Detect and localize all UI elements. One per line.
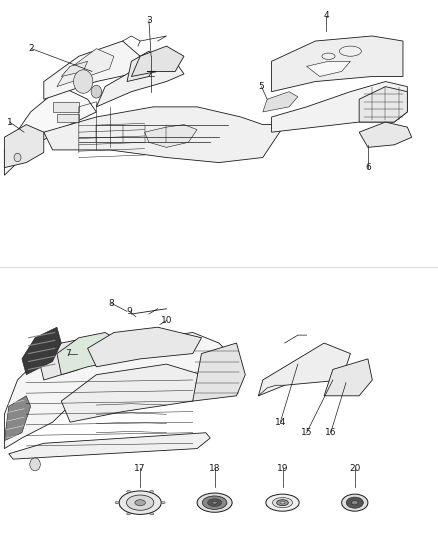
Ellipse shape [208,499,222,506]
Ellipse shape [127,495,154,510]
Text: 15: 15 [301,428,312,437]
Text: 1: 1 [7,118,13,126]
Circle shape [14,153,21,162]
Ellipse shape [212,501,217,504]
Text: 7: 7 [65,349,71,358]
Ellipse shape [161,502,165,504]
Polygon shape [44,107,285,163]
Ellipse shape [135,500,145,506]
Ellipse shape [127,513,131,515]
Ellipse shape [202,496,227,510]
Polygon shape [263,92,298,112]
Polygon shape [193,343,245,401]
Polygon shape [4,396,31,441]
Polygon shape [61,61,88,76]
Text: 10: 10 [161,316,172,325]
Text: 18: 18 [209,464,220,473]
Ellipse shape [322,53,335,59]
Text: 4: 4 [324,11,329,20]
Ellipse shape [197,504,232,507]
Polygon shape [359,87,407,122]
Ellipse shape [351,500,358,505]
Ellipse shape [119,491,161,514]
Ellipse shape [119,504,161,508]
Polygon shape [22,327,61,375]
Polygon shape [57,49,114,87]
Ellipse shape [280,502,285,504]
Ellipse shape [342,504,368,507]
Ellipse shape [339,46,361,56]
Polygon shape [57,333,123,375]
Polygon shape [53,102,79,112]
Polygon shape [307,61,350,76]
Text: 19: 19 [277,464,288,473]
Text: 5: 5 [258,82,265,91]
Polygon shape [96,61,184,107]
Polygon shape [258,343,350,396]
Polygon shape [57,115,79,122]
Text: 20: 20 [349,464,360,473]
Polygon shape [44,41,140,99]
Ellipse shape [346,497,364,508]
Polygon shape [127,51,158,82]
Ellipse shape [342,494,368,511]
Text: 16: 16 [325,428,336,437]
Polygon shape [39,338,96,380]
Ellipse shape [272,497,293,508]
Ellipse shape [150,490,154,492]
Ellipse shape [277,499,288,506]
Circle shape [91,85,102,98]
Text: 6: 6 [365,163,371,172]
Ellipse shape [266,504,299,507]
Text: 9: 9 [126,307,132,316]
Polygon shape [131,46,184,76]
Text: 17: 17 [134,464,146,473]
Text: 3: 3 [146,17,152,25]
Polygon shape [145,125,197,147]
Circle shape [30,458,40,471]
Ellipse shape [127,490,131,492]
Ellipse shape [150,513,154,515]
Polygon shape [359,122,412,147]
Ellipse shape [197,493,232,512]
Text: 14: 14 [275,418,286,427]
Polygon shape [272,82,407,132]
Ellipse shape [115,502,119,504]
Polygon shape [9,433,210,459]
Polygon shape [4,333,237,449]
Circle shape [74,70,93,93]
Polygon shape [4,87,96,175]
Polygon shape [324,359,372,396]
Polygon shape [272,36,403,92]
Polygon shape [88,327,201,367]
Polygon shape [61,364,219,422]
Polygon shape [4,125,44,167]
Text: 8: 8 [109,299,115,308]
Text: 2: 2 [29,44,34,53]
Ellipse shape [266,494,299,511]
